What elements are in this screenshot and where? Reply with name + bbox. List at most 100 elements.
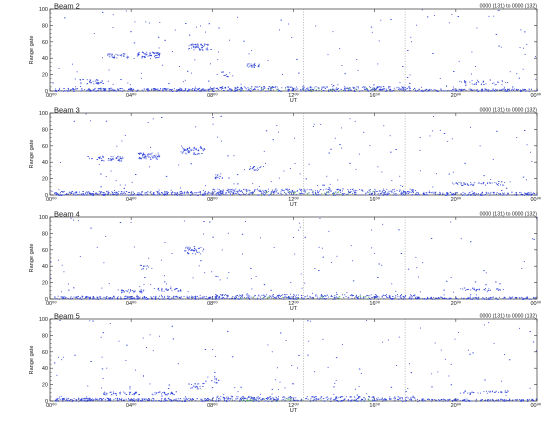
data-point — [450, 363, 452, 365]
data-point — [332, 31, 334, 33]
data-point — [155, 298, 157, 300]
data-point — [128, 88, 130, 90]
data-point — [214, 177, 216, 179]
data-point — [164, 191, 166, 193]
data-point — [463, 194, 466, 196]
data-point — [428, 89, 430, 91]
data-point — [213, 90, 215, 92]
data-point — [431, 386, 433, 388]
data-point — [277, 88, 279, 90]
data-point — [252, 397, 254, 399]
data-point — [292, 87, 294, 89]
data-point — [263, 86, 265, 87]
data-point — [272, 189, 274, 191]
data-point — [73, 287, 75, 289]
data-point — [117, 155, 119, 157]
data-point — [63, 191, 65, 193]
data-point — [239, 294, 241, 296]
data-point — [502, 298, 504, 300]
data-point — [228, 90, 230, 92]
data-point — [363, 87, 365, 89]
data-point — [509, 71, 511, 73]
data-point — [96, 81, 98, 83]
data-point — [90, 399, 92, 401]
data-point — [106, 191, 108, 193]
data-point — [251, 288, 253, 290]
data-point — [313, 400, 315, 402]
data-point — [158, 391, 160, 393]
data-point — [161, 298, 163, 300]
data-point — [270, 396, 272, 398]
panel-beam-2: Beam 2 0000 (131) to 0000 (132)0204060801… — [29, 2, 542, 105]
data-point — [162, 90, 163, 92]
data-point — [116, 192, 118, 193]
data-point — [344, 193, 346, 194]
data-point — [304, 191, 307, 193]
data-point — [207, 192, 209, 194]
data-point — [233, 155, 235, 157]
data-point — [64, 17, 66, 19]
data-point — [123, 291, 125, 293]
data-point — [336, 294, 338, 296]
data-point — [343, 86, 346, 88]
data-point — [478, 182, 480, 184]
data-point — [95, 192, 97, 194]
data-point — [72, 89, 74, 90]
data-point — [399, 397, 401, 399]
data-point — [146, 268, 148, 270]
data-point — [101, 287, 103, 289]
data-point — [315, 192, 316, 193]
data-point — [321, 87, 323, 89]
data-point — [497, 184, 499, 186]
data-point — [295, 297, 297, 299]
data-point — [58, 356, 59, 358]
data-point — [452, 86, 454, 88]
data-point — [230, 395, 232, 397]
data-point — [193, 44, 195, 46]
data-point — [335, 397, 338, 399]
data-point — [128, 393, 130, 395]
data-point — [239, 298, 241, 300]
data-point — [61, 359, 63, 361]
data-point — [406, 396, 408, 398]
data-point — [483, 391, 485, 393]
data-point — [477, 182, 479, 184]
data-point — [298, 400, 300, 402]
data-point — [133, 193, 135, 195]
data-point — [384, 399, 386, 400]
data-point — [250, 400, 252, 401]
data-point — [347, 193, 349, 195]
data-point — [217, 298, 219, 300]
data-point — [337, 84, 339, 86]
data-point — [81, 398, 83, 400]
data-point — [204, 193, 206, 195]
data-point — [270, 297, 272, 299]
data-point — [258, 65, 260, 66]
data-point — [381, 191, 383, 193]
data-point — [474, 182, 476, 184]
data-point — [230, 191, 232, 193]
data-point — [337, 400, 338, 401]
data-point — [203, 400, 205, 402]
panel-title: Beam 5 — [54, 312, 80, 321]
data-point — [241, 400, 244, 402]
data-point — [315, 399, 317, 401]
data-point — [155, 154, 157, 156]
data-point — [177, 363, 179, 365]
data-point — [188, 152, 190, 154]
data-point — [429, 135, 431, 137]
data-point — [228, 189, 230, 190]
data-point — [167, 192, 169, 194]
data-point — [336, 89, 338, 90]
data-point — [139, 296, 141, 298]
data-point — [386, 297, 388, 298]
data-point — [123, 391, 125, 393]
data-point — [76, 297, 78, 299]
data-point — [152, 118, 154, 120]
data-point — [389, 89, 392, 91]
data-point — [221, 294, 224, 296]
data-point — [287, 86, 289, 88]
data-point — [133, 192, 135, 194]
data-point — [167, 88, 169, 90]
data-point — [393, 87, 395, 89]
